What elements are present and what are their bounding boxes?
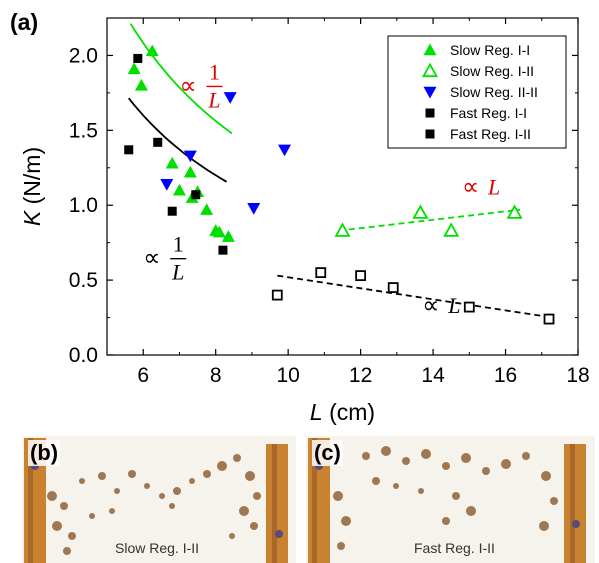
panel-c-caption: Fast Reg. I-II bbox=[414, 540, 495, 556]
data-point-series-2 bbox=[278, 144, 292, 157]
y-tick-label: 0.0 bbox=[69, 344, 98, 367]
fit-annotation-text-2: L bbox=[487, 175, 500, 200]
data-point-series-0 bbox=[165, 156, 179, 169]
data-point-series-3 bbox=[218, 245, 228, 255]
data-point-series-2 bbox=[223, 92, 237, 104]
x-tick-label: 12 bbox=[349, 364, 372, 387]
data-point-series-4 bbox=[463, 301, 475, 313]
y-tick-label: 2.0 bbox=[69, 44, 98, 67]
data-point-series-0 bbox=[200, 203, 214, 215]
data-point-series-3 bbox=[167, 206, 177, 216]
data-point-series-4 bbox=[543, 313, 555, 325]
photo-panel-c: (c) Fast Reg. I-II bbox=[306, 436, 595, 563]
data-point-series-0 bbox=[212, 225, 226, 238]
photo-panel-b: (b) Slow Reg. I-II bbox=[22, 436, 296, 563]
x-tick-label: 16 bbox=[494, 364, 517, 387]
panel-a-label: (a) bbox=[10, 9, 38, 35]
panel-b-caption: Slow Reg. I-II bbox=[115, 540, 200, 556]
x-tick-label: 6 bbox=[137, 364, 149, 387]
y-axis-label: K (N/m) bbox=[19, 147, 45, 226]
fit-line-0 bbox=[129, 23, 233, 135]
data-point-series-0 bbox=[134, 78, 148, 91]
fit-annotation-numerator-1: 1 bbox=[173, 232, 184, 257]
legend-box bbox=[387, 35, 567, 149]
fit-annotation-prefix-1: ∝ bbox=[143, 245, 160, 272]
data-point-series-0 bbox=[145, 44, 159, 57]
fit-annotation-denominator-0: L bbox=[207, 87, 220, 112]
data-point-series-2 bbox=[160, 179, 174, 191]
panel-b-label: (b) bbox=[28, 440, 61, 466]
fit-annotation-text-3: L bbox=[447, 293, 460, 318]
data-point-series-1 bbox=[412, 204, 429, 219]
y-tick-label: 0.5 bbox=[69, 269, 98, 292]
data-point-series-3 bbox=[153, 137, 163, 147]
legend-marker-0 bbox=[423, 43, 437, 56]
x-tick-label: 14 bbox=[421, 364, 445, 387]
x-tick-label: 18 bbox=[566, 364, 589, 387]
data-point-series-2 bbox=[183, 150, 197, 163]
legend-label-2: Slow Reg. II-II bbox=[450, 84, 538, 100]
legend-label-3: Fast Reg. I-I bbox=[450, 105, 527, 121]
fit-annotation-numerator-0: 1 bbox=[209, 59, 220, 84]
fit-annotation-prefix-0: ∝ bbox=[179, 72, 196, 99]
data-point-series-0 bbox=[221, 230, 235, 242]
fit-annotation-denominator-1: L bbox=[171, 260, 184, 285]
plot-frame bbox=[106, 17, 579, 356]
data-point-series-1 bbox=[506, 204, 523, 219]
legend-label-0: Slow Reg. I-I bbox=[450, 42, 530, 58]
data-point-series-4 bbox=[355, 270, 367, 282]
fit-line-2 bbox=[338, 208, 521, 232]
fit-annotation-prefix-3: ∝ bbox=[422, 292, 439, 319]
legend-marker-3 bbox=[425, 108, 435, 118]
y-tick-label: 1.5 bbox=[69, 119, 98, 142]
legend-marker-4 bbox=[425, 129, 435, 139]
data-point-series-1 bbox=[443, 222, 460, 237]
data-point-series-0 bbox=[172, 183, 186, 196]
x-axis-label: L (cm) bbox=[310, 399, 375, 425]
data-point-series-4 bbox=[315, 267, 327, 279]
data-point-series-3 bbox=[124, 145, 134, 155]
data-point-series-0 bbox=[127, 62, 141, 75]
data-point-series-2 bbox=[247, 203, 261, 215]
photo-b-image bbox=[22, 436, 296, 563]
panel-c-label: (c) bbox=[312, 440, 343, 466]
data-point-series-0 bbox=[183, 165, 197, 178]
x-tick-label: 8 bbox=[210, 364, 222, 387]
data-point-series-4 bbox=[387, 282, 399, 294]
legend-marker-1 bbox=[421, 62, 439, 78]
data-point-series-4 bbox=[271, 289, 283, 301]
data-point-series-3 bbox=[133, 53, 143, 63]
y-tick-label: 1.0 bbox=[69, 194, 98, 217]
data-point-series-1 bbox=[334, 222, 351, 237]
photo-c-image bbox=[306, 436, 595, 563]
fit-annotation-prefix-2: ∝ bbox=[462, 174, 479, 201]
fit-line-1 bbox=[127, 97, 228, 183]
fit-line-3 bbox=[277, 274, 553, 319]
legend-label-1: Slow Reg. I-II bbox=[450, 63, 534, 79]
legend-marker-2 bbox=[423, 86, 437, 99]
chart-panel-a: 6 8 10 12 14 16 18 0.0 0.5 1.0 1.5 2.0 L (cm) K (N/m)… bbox=[10, 9, 590, 425]
legend-label-4: Fast Reg. I-II bbox=[450, 126, 531, 142]
data-point-series-3 bbox=[191, 190, 201, 200]
x-tick-label: 10 bbox=[276, 364, 299, 387]
